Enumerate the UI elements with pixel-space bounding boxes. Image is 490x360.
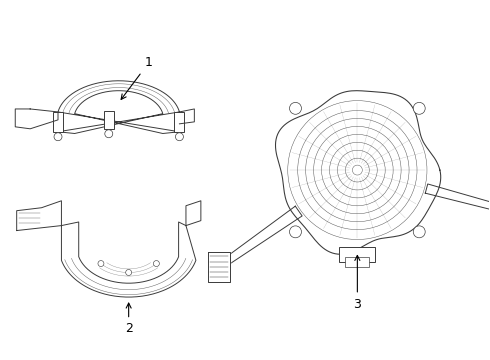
Text: 2: 2: [125, 303, 133, 336]
Bar: [340, 247, 375, 262]
Polygon shape: [61, 222, 196, 297]
Bar: [53, 112, 63, 132]
Bar: [345, 257, 369, 267]
Circle shape: [153, 261, 159, 266]
Polygon shape: [15, 109, 58, 129]
Bar: [104, 111, 114, 129]
Circle shape: [98, 261, 104, 266]
Polygon shape: [186, 201, 201, 226]
Polygon shape: [179, 109, 195, 124]
Text: 3: 3: [353, 256, 361, 311]
Polygon shape: [208, 252, 230, 282]
Circle shape: [413, 102, 425, 114]
Circle shape: [290, 226, 301, 238]
Polygon shape: [17, 201, 61, 230]
Circle shape: [54, 133, 62, 141]
Text: 1: 1: [121, 57, 152, 99]
Circle shape: [175, 133, 183, 141]
Circle shape: [290, 102, 301, 114]
Circle shape: [413, 226, 425, 238]
Polygon shape: [275, 91, 441, 254]
Bar: [174, 112, 184, 132]
Polygon shape: [58, 81, 179, 134]
Circle shape: [125, 270, 132, 275]
Polygon shape: [425, 184, 490, 213]
Circle shape: [105, 130, 113, 138]
Polygon shape: [217, 206, 302, 270]
